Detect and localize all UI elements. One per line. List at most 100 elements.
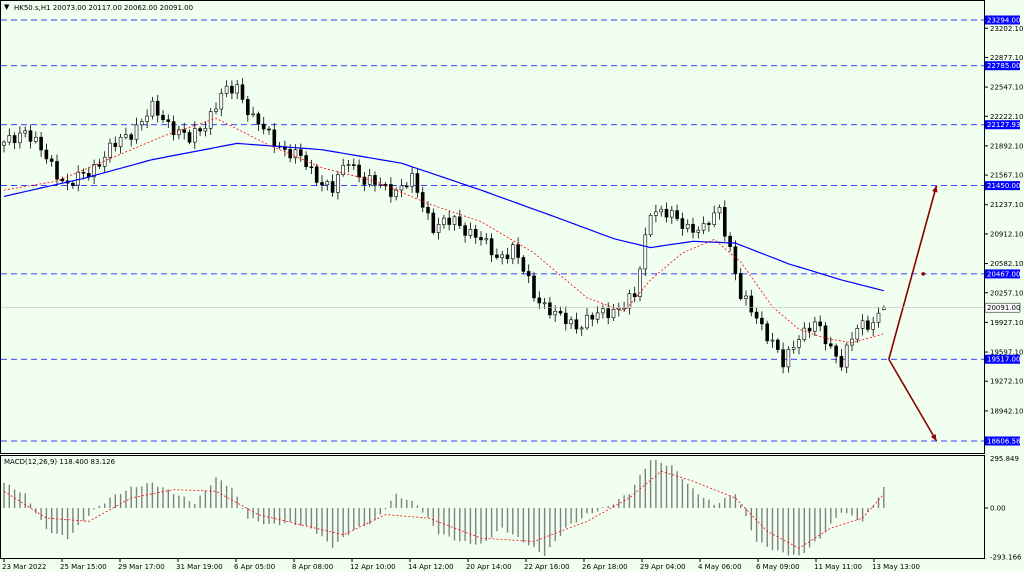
candle-body: [839, 355, 844, 368]
candle-body: [256, 113, 261, 125]
candle-body: [479, 237, 483, 241]
candle-body: [145, 115, 149, 122]
level-label-bg: [985, 61, 1020, 71]
candle-body: [357, 164, 361, 178]
candle-body: [140, 121, 144, 126]
macd-pane-frame: [0, 455, 985, 559]
collapse-icon[interactable]: ▼: [4, 3, 10, 11]
macd-tick-label: 0.00: [990, 505, 1006, 513]
candle-body: [505, 254, 510, 260]
candle-body: [18, 132, 22, 144]
candle-body: [463, 225, 467, 236]
candle-body: [431, 212, 436, 233]
price-tick-label: 21567.10: [990, 172, 1023, 180]
candle-body: [298, 149, 303, 156]
candle-body: [770, 339, 775, 342]
candle-body: [590, 315, 595, 320]
candle-body: [420, 192, 425, 208]
candle-body: [484, 238, 489, 241]
candle-body: [760, 317, 764, 325]
candle-body: [246, 99, 250, 115]
candle-body: [92, 164, 96, 178]
candle-body: [860, 320, 865, 329]
candle-body: [442, 217, 446, 225]
candle-body: [134, 124, 139, 140]
candle-body: [669, 210, 674, 218]
price-tick-label: 21892.10: [990, 142, 1023, 150]
price-pane-frame: [0, 0, 985, 454]
candle-body: [113, 142, 118, 147]
candle-body: [102, 156, 107, 167]
candle-body: [314, 166, 319, 183]
candle-body: [325, 181, 330, 186]
macd-tick-label: 295.849: [990, 455, 1019, 463]
candle-body: [426, 206, 430, 214]
candle-body: [701, 223, 706, 231]
candle-body: [691, 223, 695, 233]
current-price-label: 20091.00: [987, 304, 1020, 312]
candle-body: [457, 216, 462, 226]
candle-body: [155, 100, 160, 116]
candle-body: [177, 129, 181, 136]
level-label-bg: [985, 181, 1020, 191]
candle-body: [855, 328, 860, 340]
arrow-midpoint: [921, 272, 926, 276]
price-tick-label: 23202.10: [990, 25, 1023, 33]
candlestick-series: [2, 78, 886, 374]
candle-body: [828, 343, 833, 347]
horizontal-levels[interactable]: 23294.00 22785.00 22127.93 21450.00 20467.00…: [1, 15, 1020, 446]
level-label-bg: [985, 436, 1020, 446]
candle-body: [351, 164, 356, 166]
candle-body: [272, 129, 277, 147]
candle-body: [251, 113, 255, 116]
candle-body: [378, 184, 383, 186]
candle-body: [49, 158, 54, 162]
candle-body: [696, 229, 701, 233]
level-label: 22785.00: [987, 62, 1020, 70]
candle-body: [261, 123, 266, 130]
chart-title: HK50.s,H1 20073.00 20117.00 20062.00 200…: [14, 4, 193, 12]
candle-body: [230, 85, 234, 94]
candle-body: [171, 121, 176, 136]
projection-arrows[interactable]: [888, 185, 938, 442]
candle-body: [754, 311, 759, 319]
candle-body: [108, 142, 112, 158]
candle-body: [622, 307, 626, 310]
level-label: 19517.00: [987, 356, 1020, 364]
candle-body: [399, 185, 404, 191]
candle-body: [765, 323, 770, 342]
candle-body: [818, 321, 823, 327]
candle-body: [627, 293, 632, 309]
time-tick-label: 23 Mar 2022: [2, 563, 46, 571]
candle-body: [834, 345, 838, 357]
candle-body: [526, 271, 531, 277]
current-price-label-bg: [984, 302, 1021, 313]
candle-body: [563, 312, 568, 325]
level-label: 23294.00: [987, 17, 1020, 25]
time-tick-label: 13 May 13:00: [872, 563, 920, 571]
candle-body: [166, 119, 171, 122]
price-axis: 23202.10 22877.10 22547.10 22222.10 21892.10…: [984, 25, 1023, 415]
price-tick-label: 22222.10: [990, 113, 1023, 121]
candle-body: [595, 312, 600, 320]
candle-body: [489, 238, 494, 256]
candle-body: [712, 212, 717, 225]
candle-body: [118, 136, 123, 147]
candle-body: [97, 164, 102, 167]
time-tick-label: 6 May 09:00: [756, 563, 800, 571]
time-tick-label: 14 Apr 12:00: [408, 563, 454, 571]
price-tick-label: 20582.10: [990, 260, 1023, 268]
candle-body: [654, 211, 658, 216]
candle-body: [309, 166, 314, 169]
candle-body: [542, 302, 547, 305]
candle-body: [198, 128, 202, 132]
candle-body: [744, 295, 748, 299]
candle-body: [71, 182, 75, 186]
candle-body: [675, 210, 679, 219]
candle-body: [468, 229, 473, 236]
candle-body: [500, 254, 505, 258]
candle-body: [516, 244, 520, 258]
macd-tick-label: -293.166: [990, 554, 1022, 562]
